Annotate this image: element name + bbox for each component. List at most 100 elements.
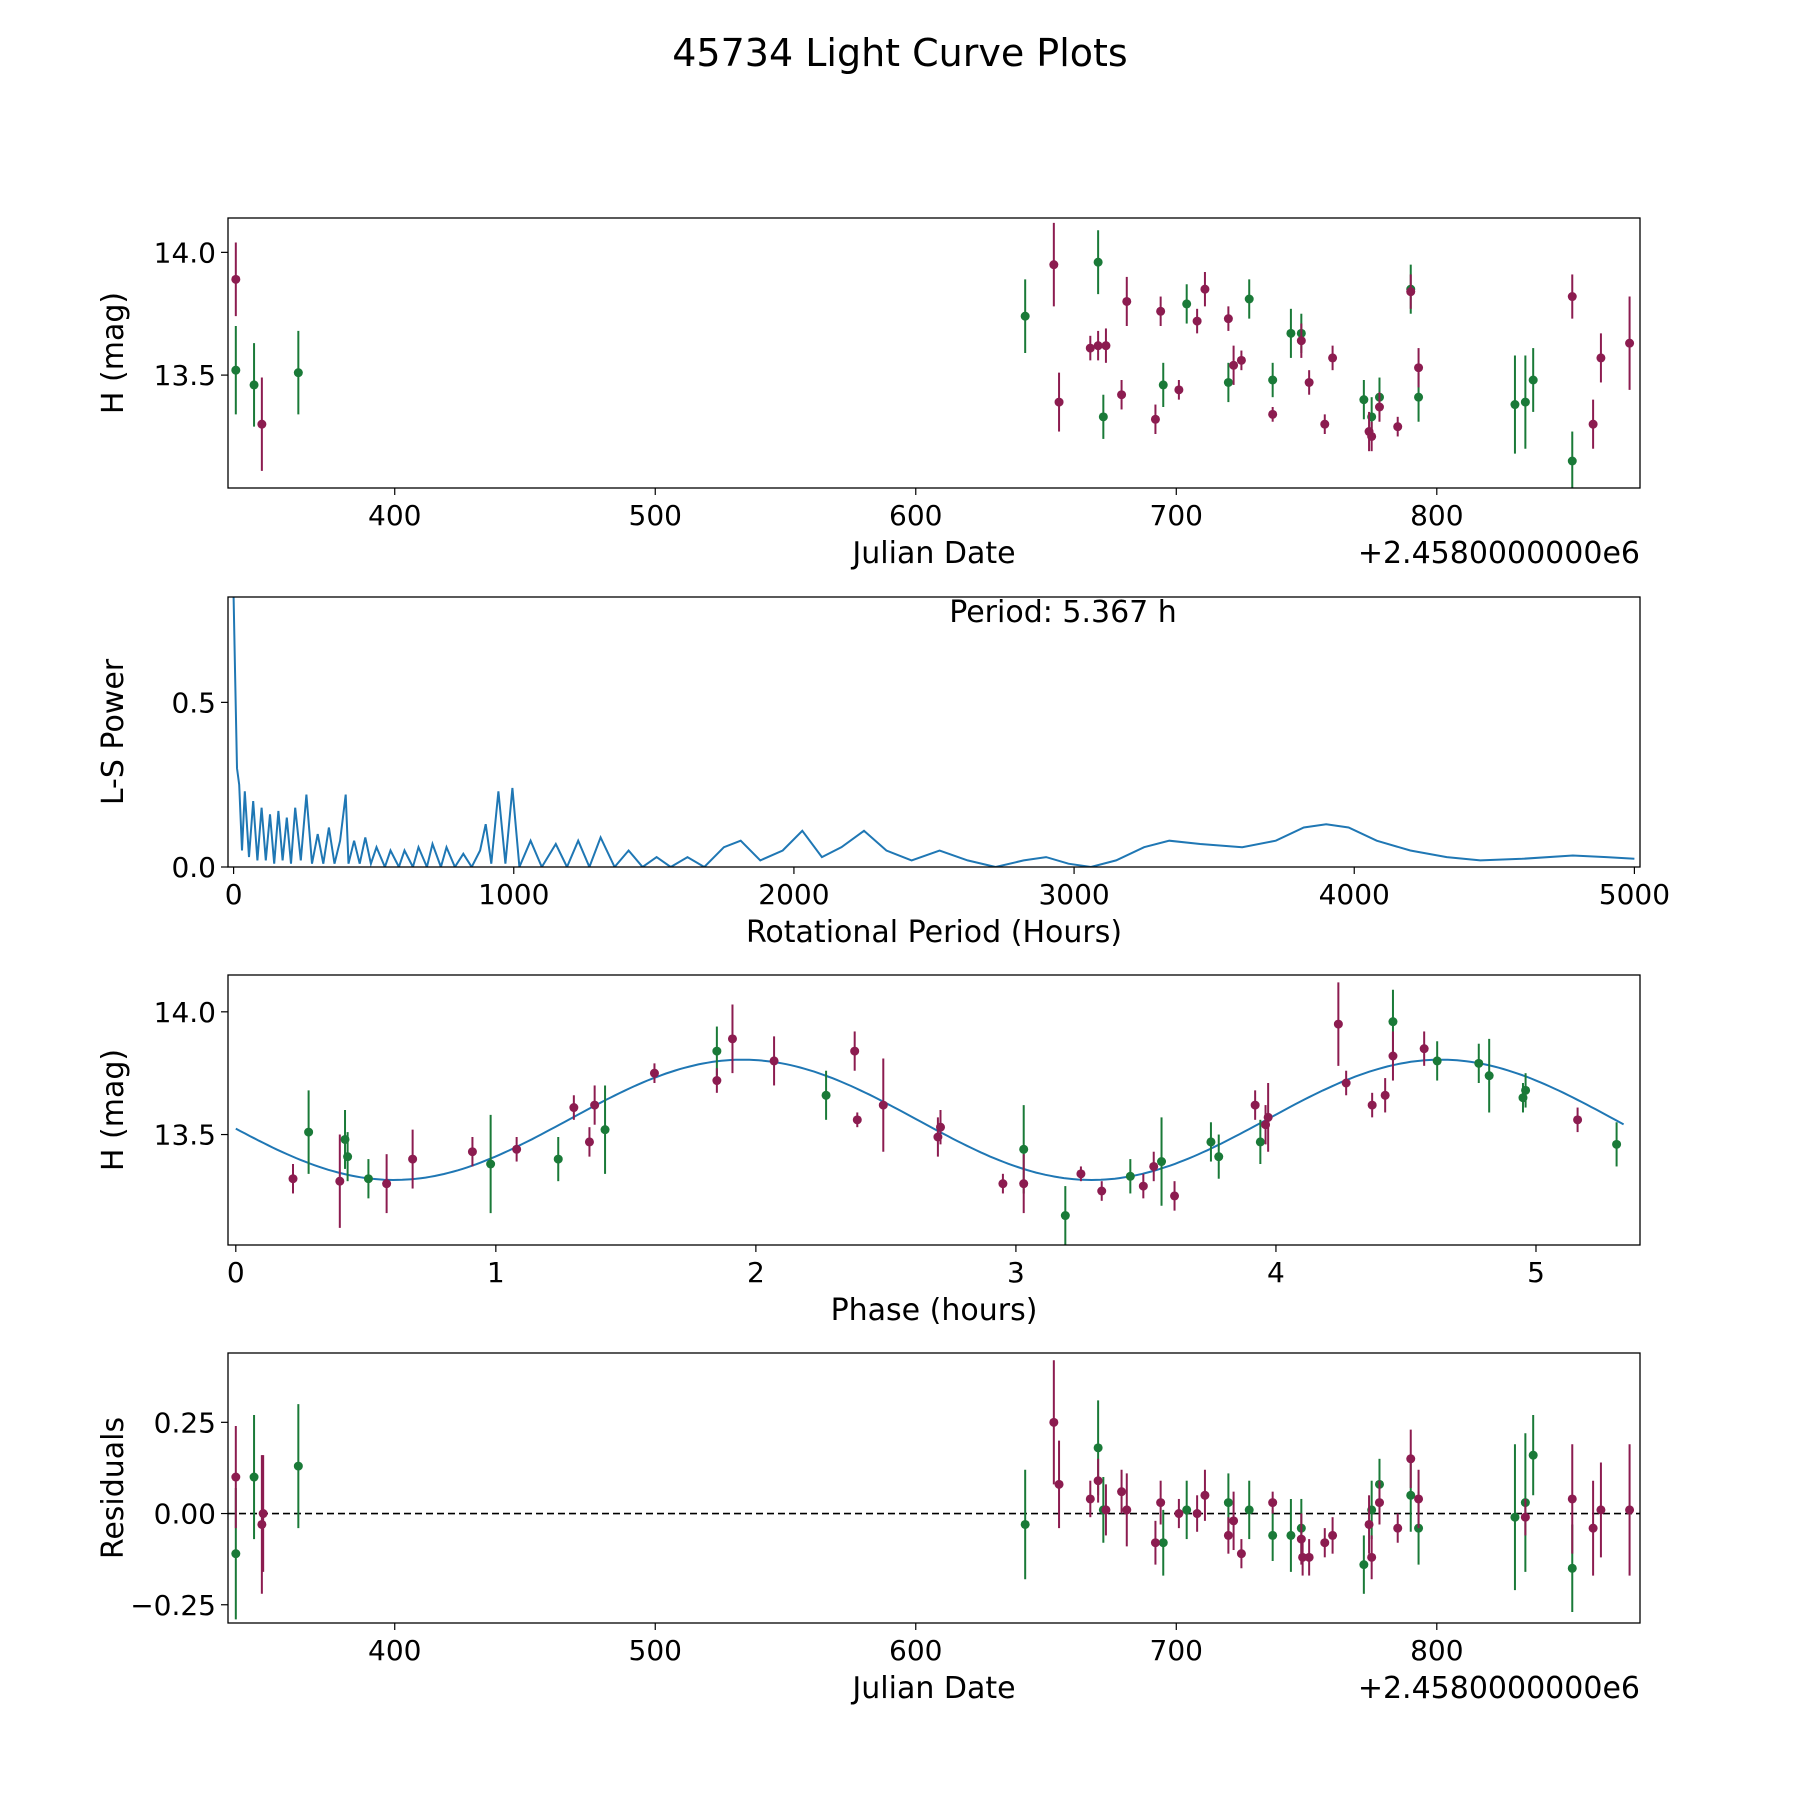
data-point [1192,316,1202,326]
data-point [1255,1137,1265,1147]
data-point [1406,1454,1416,1464]
data-point [231,365,241,375]
y-tick-label: 13.5 [154,1119,216,1152]
data-point [486,1159,496,1169]
data-point [1101,341,1111,351]
data-point [1567,1494,1577,1504]
data-point [850,1046,860,1056]
data-point [335,1176,345,1186]
data-point [1364,1519,1374,1529]
data-point [1528,1450,1538,1460]
data-point [1223,377,1233,387]
data-point [1229,1516,1239,1526]
data-point [1286,328,1296,338]
data-point [1049,260,1059,270]
period-annotation: Period: 5.367 h [949,595,1177,630]
data-point [1528,375,1538,385]
data-point [1236,355,1246,365]
data-point [1157,1157,1167,1167]
data-point [363,1174,373,1184]
data-point [1393,422,1403,432]
x-tick-label: 2 [747,1256,765,1289]
x-offset-text: +2.4580000000e6 [1358,1671,1640,1706]
data-point [293,368,303,378]
x-tick-label: 1 [487,1256,505,1289]
data-point [712,1046,722,1056]
data-point [553,1154,563,1164]
data-point [1268,375,1278,385]
data-point [1138,1181,1148,1191]
data-point [1414,1494,1424,1504]
data-point [1192,1509,1202,1519]
data-point [257,1519,267,1529]
data-point [1122,296,1132,306]
phased-lightcurve-panel: 0 1 2 3 4 5 13.5 14.0 Phase (hours) H (mag) [96,974,1641,1328]
data-point [1567,456,1577,466]
x-tick-label: 4 [1267,1256,1285,1289]
data-point [1286,1530,1296,1540]
data-point [1158,380,1168,390]
data-point [1229,360,1239,370]
data-point [1625,1505,1635,1515]
data-point [1200,1490,1210,1500]
axes-frame [227,1352,1641,1624]
periodogram-panel: 0 1000 2000 3000 4000 5000 0.0 0.5 Rotational Pe… [96,595,1670,950]
data-point [1393,1523,1403,1533]
data-point [1625,338,1635,348]
data-point [1158,1538,1168,1548]
y-axis-label: H (mag) [96,1049,131,1171]
x-axis-label: Julian Date [850,536,1015,571]
y-tick-label: 0.0 [171,851,216,884]
data-point [569,1103,579,1113]
data-point [1414,363,1424,373]
plot-area [232,597,1635,867]
y-axis-label: H (mag) [96,292,131,414]
residuals-panel: 400 500 600 700 800 −0.25 0.00 0.25 Julian Date R… [96,1352,1641,1706]
data-point [1019,1179,1029,1189]
x-tick-label: 500 [629,499,682,532]
data-point [769,1056,779,1066]
lightcurve-panel: 400 500 600 700 800 13.5 14.0 Julian Date H (mag… [96,217,1641,571]
data-point [258,1509,268,1519]
data-point [1567,1563,1577,1573]
data-point [1054,1479,1064,1489]
data-point [998,1179,1008,1189]
data-point [512,1144,522,1154]
data-point [1596,353,1606,363]
data-point [1098,412,1108,422]
data-point [1182,299,1192,309]
data-point [1320,419,1330,429]
data-point [1093,341,1103,351]
data-point [1263,1112,1273,1122]
data-point [1304,1552,1314,1562]
data-point [1250,1100,1260,1110]
data-point [1333,1019,1343,1029]
data-point [1117,1487,1127,1497]
data-point [1510,400,1520,410]
x-tick-label: 600 [889,1634,942,1667]
data-point [1085,1494,1095,1504]
x-tick-label: 5 [1527,1256,1545,1289]
data-point [1520,397,1530,407]
x-tick-label: 800 [1410,499,1463,532]
data-point [1170,1191,1180,1201]
x-tick-label: 400 [368,1634,421,1667]
data-point [727,1034,737,1044]
data-point [1359,1560,1369,1570]
data-point [1049,1417,1059,1427]
data-point [1296,1534,1306,1544]
data-point [1244,1505,1254,1515]
data-point [1484,1071,1494,1081]
data-point [878,1100,888,1110]
x-tick-label: 5000 [1599,878,1670,911]
data-point [1174,385,1184,395]
axes-frame [227,596,1641,868]
y-axis-label: L-S Power [96,658,131,805]
data-point [1341,1078,1351,1088]
data-point [408,1154,418,1164]
x-axis-label: Rotational Period (Hours) [746,915,1122,950]
plot-area [231,222,1635,488]
data-point [1320,1538,1330,1548]
data-point [231,1549,241,1559]
